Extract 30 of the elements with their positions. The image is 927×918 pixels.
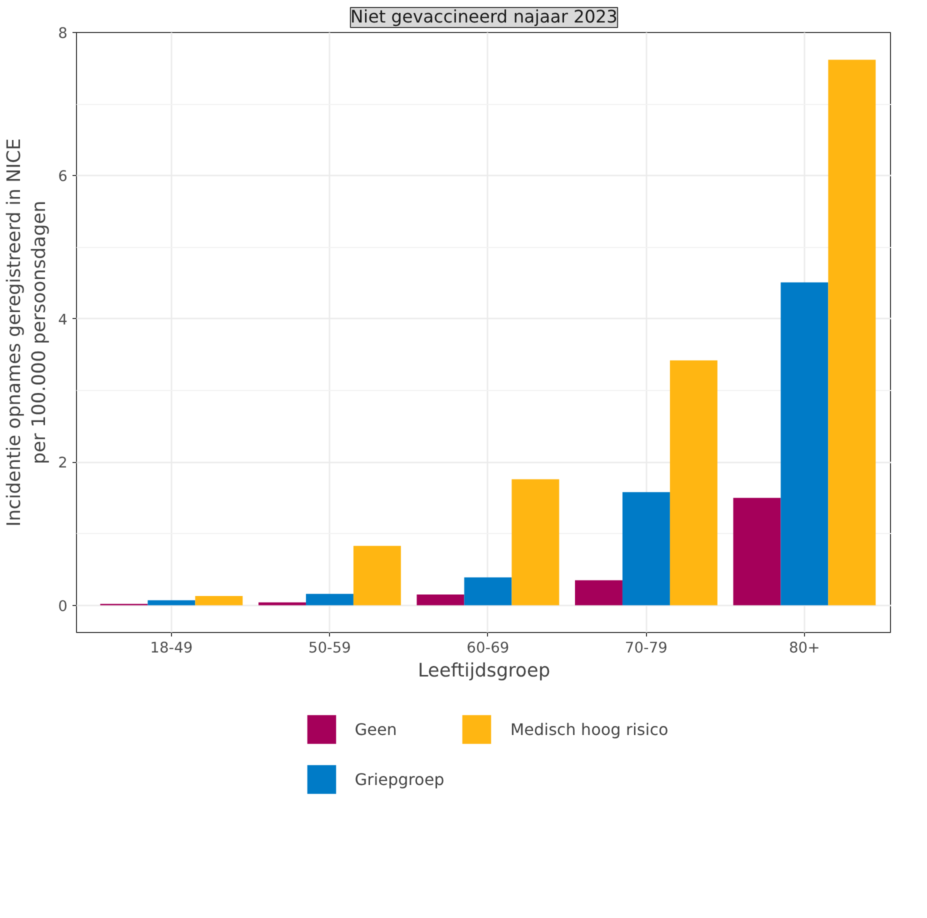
bar (512, 479, 560, 606)
legend-label: Medisch hoog risico (510, 720, 668, 738)
x-tick-label: 60-69 (466, 640, 510, 656)
x-tick-label: 18-49 (150, 640, 193, 656)
bar (670, 360, 718, 606)
bar (195, 596, 243, 606)
bar (416, 594, 464, 606)
bar (733, 498, 781, 606)
x-axis-title: Leeftijdsgroep (418, 660, 550, 682)
x-tick-label: 80+ (788, 640, 820, 656)
bar (258, 602, 306, 606)
bar (353, 546, 401, 606)
bar (464, 577, 512, 606)
y-axis-title: Incidentie opnames geregistreerd in NICE per 100.000 persoonsdagen (4, 138, 50, 527)
bar (148, 600, 196, 606)
legend-label: Geen (354, 720, 397, 738)
y-tick-label: 2 (58, 454, 68, 472)
chart-title: Niet gevaccineerd najaar 2023 (350, 8, 618, 28)
legend-label: Griepgroep (354, 770, 444, 788)
bar (780, 282, 828, 606)
x-tick-label: 50-59 (308, 640, 352, 656)
x-tick-label: 70-79 (624, 640, 668, 656)
y-tick-label: 4 (58, 311, 68, 328)
bar (574, 580, 622, 606)
bar (622, 492, 670, 606)
bar (306, 594, 354, 606)
y-tick-label: 0 (58, 598, 68, 615)
y-tick-label: 6 (58, 168, 68, 186)
y-tick-label: 8 (58, 25, 68, 42)
bar (828, 60, 876, 606)
